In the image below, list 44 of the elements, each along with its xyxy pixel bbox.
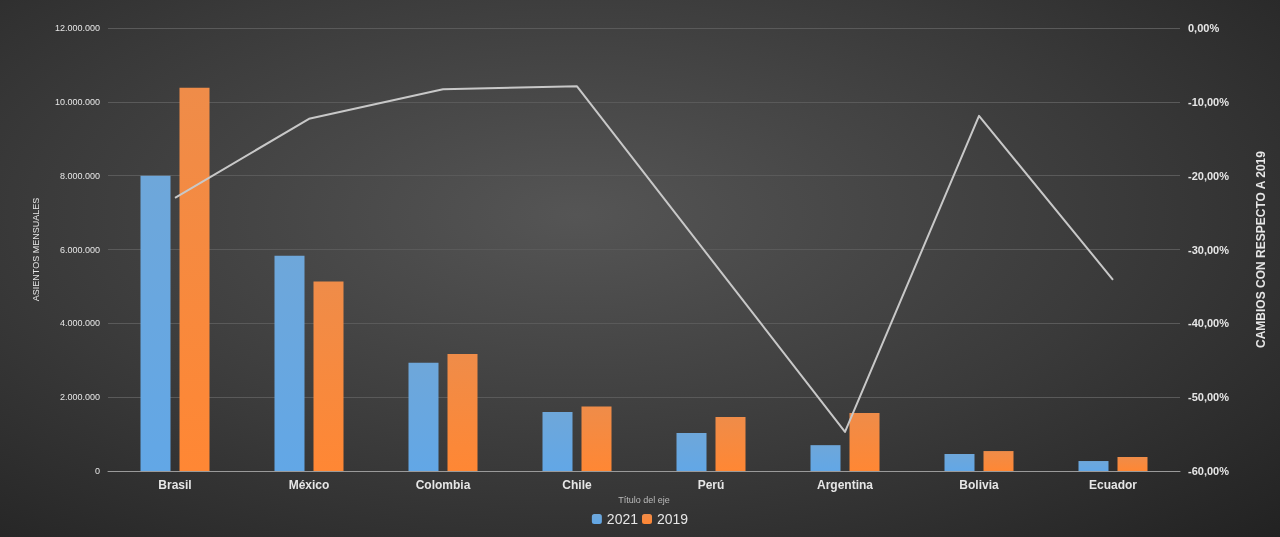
- bar: [944, 454, 975, 471]
- bar: [447, 353, 478, 471]
- y2-tick-label: -10,00%: [1188, 95, 1230, 108]
- bar: [140, 175, 171, 471]
- x-tick-label: Ecuador: [1088, 478, 1138, 492]
- y2-tick-label: -60,00%: [1188, 465, 1230, 477]
- bar: [849, 413, 880, 471]
- bar: [581, 406, 612, 471]
- y-tick-label: 2.000.000: [59, 392, 100, 403]
- bar: [408, 362, 439, 471]
- bar: [313, 281, 344, 471]
- y-tick-label: 0: [94, 466, 100, 476]
- x-tick-label: Chile: [562, 478, 592, 492]
- bar: [542, 411, 573, 471]
- x-tick-label: Colombia: [415, 478, 471, 492]
- x-axis-title: Título del eje: [618, 495, 670, 506]
- bar: [810, 445, 841, 471]
- x-tick-label: Brasil: [158, 478, 192, 492]
- bar: [1117, 456, 1148, 471]
- y2-tick-label: -20,00%: [1188, 169, 1230, 182]
- bar: [1078, 461, 1109, 471]
- y2-tick-label: -40,00%: [1188, 317, 1230, 330]
- y2-tick-label: -50,00%: [1188, 391, 1230, 404]
- bar: [274, 255, 305, 471]
- x-tick-label: Argentina: [816, 478, 874, 492]
- y-axis-title: ASIENTOS MENSUALES: [30, 197, 41, 302]
- y2-axis-title: CAMBIOS CON RESPECTO A 2019: [1254, 150, 1268, 348]
- bar: [983, 451, 1014, 471]
- y-tick-label: 4.000.000: [59, 318, 100, 329]
- y-tick-label: 8.000.000: [59, 170, 100, 181]
- bar: [676, 432, 707, 471]
- x-tick-label: Bolivia: [959, 478, 999, 492]
- y2-tick-label: 0,00%: [1188, 22, 1220, 34]
- line-series: [174, 85, 1114, 433]
- y-tick-label: 10.000.000: [54, 96, 100, 107]
- y-tick-label: 12.000.000: [54, 23, 100, 33]
- x-tick-label: México: [288, 478, 330, 492]
- bar: [715, 417, 746, 471]
- bar: [179, 87, 210, 471]
- legend-label: 2019: [657, 511, 689, 527]
- y-tick-label: 6.000.000: [59, 244, 100, 255]
- x-tick-label: Perú: [697, 478, 725, 492]
- y2-tick-label: -30,00%: [1188, 243, 1230, 256]
- legend-label: 2021: [606, 511, 639, 527]
